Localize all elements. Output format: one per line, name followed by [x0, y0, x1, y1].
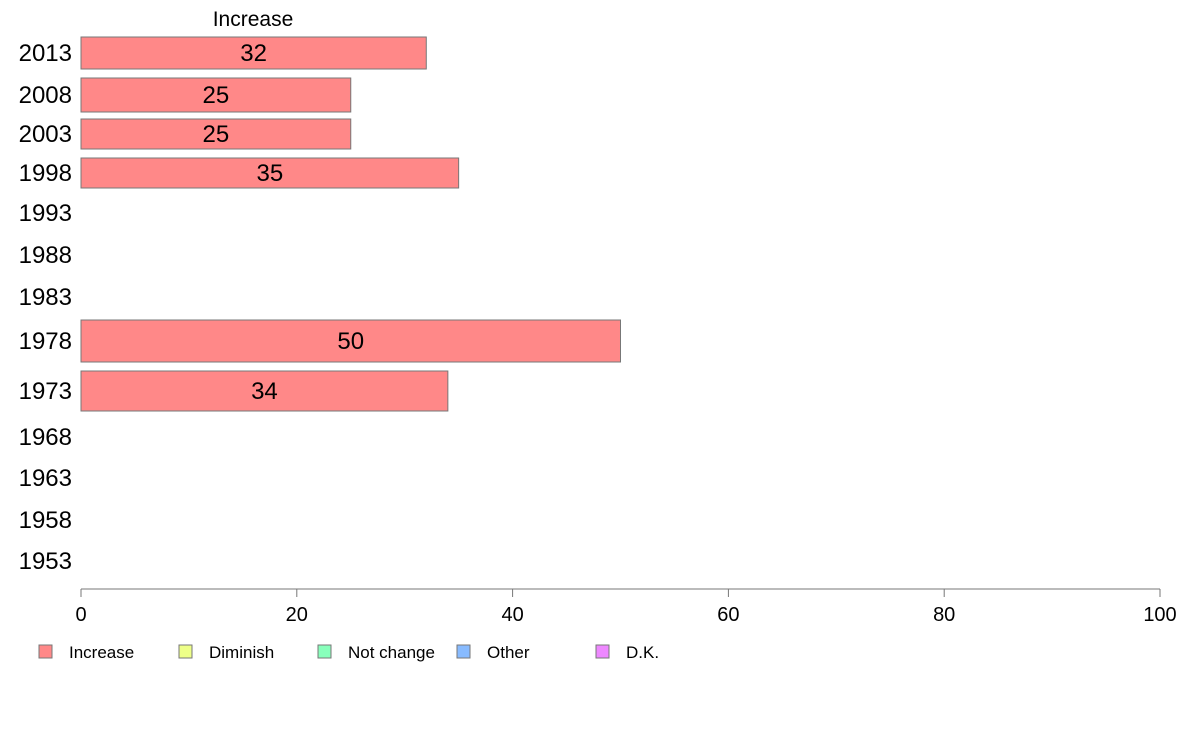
y-tick-label: 1978	[19, 328, 72, 355]
x-tick-label: 40	[501, 604, 523, 626]
legend-swatch	[38, 644, 53, 659]
legend-swatch	[595, 644, 610, 659]
legend-label: Other	[487, 643, 530, 662]
legend-swatch	[456, 644, 471, 659]
x-tick-label: 100	[1143, 604, 1176, 626]
legend: Increase Diminish Not change Other D.K.	[38, 643, 659, 662]
bar-value-label: 50	[337, 328, 364, 355]
x-tick-label: 20	[286, 604, 308, 626]
x-axis: 0 20 40 60 80 100	[75, 588, 1177, 626]
bar-increase-2008	[80, 77, 352, 113]
legend-swatch	[178, 644, 193, 659]
x-tick-label: 0	[75, 604, 86, 626]
bars	[80, 36, 621, 412]
legend-item-not-change: Not change	[317, 643, 435, 662]
y-tick-label: 1963	[19, 465, 72, 492]
legend-item-d-k-: D.K.	[595, 643, 659, 662]
bar-value-label: 32	[240, 40, 267, 67]
y-tick-label: 1958	[19, 507, 72, 534]
x-tick-label: 80	[933, 604, 955, 626]
legend-label: Diminish	[209, 643, 274, 662]
y-tick-label: 1993	[19, 200, 72, 227]
bar-value-label: 25	[203, 121, 230, 148]
column-header: Increase	[213, 8, 294, 31]
bar-increase-1973	[80, 370, 449, 412]
y-tick-label: 2003	[19, 121, 72, 148]
y-tick-label: 1988	[19, 242, 72, 269]
y-tick-label: 1953	[19, 548, 72, 575]
bar-value-label: 25	[203, 82, 230, 109]
y-tick-label: 2008	[19, 82, 72, 109]
legend-label: Not change	[348, 643, 435, 662]
y-tick-label: 1998	[19, 160, 72, 187]
bar-increase-1978	[80, 319, 621, 363]
legend-item-diminish: Diminish	[178, 643, 274, 662]
legend-item-increase: Increase	[38, 643, 134, 662]
legend-label: D.K.	[626, 643, 659, 662]
bar-increase-2003	[80, 118, 352, 150]
x-tick-label: 60	[717, 604, 739, 626]
y-tick-label: 1983	[19, 284, 72, 311]
y-tick-label: 1968	[19, 424, 72, 451]
y-tick-label: 1973	[19, 378, 72, 405]
legend-item-other: Other	[456, 643, 530, 662]
y-tick-label: 2013	[19, 40, 72, 67]
bar-data-labels: 32 25 25 35 50 34	[203, 40, 365, 405]
bar-value-label: 34	[251, 378, 278, 405]
y-axis-labels: 2013 2008 2003 1998 1993 1988 1983 1978 1973 1968…	[19, 40, 72, 575]
bar-value-label: 35	[256, 160, 283, 187]
bar-increase-1998	[80, 157, 460, 189]
legend-swatch	[317, 644, 332, 659]
bar-increase-2013	[80, 36, 427, 70]
legend-label: Increase	[69, 643, 134, 662]
